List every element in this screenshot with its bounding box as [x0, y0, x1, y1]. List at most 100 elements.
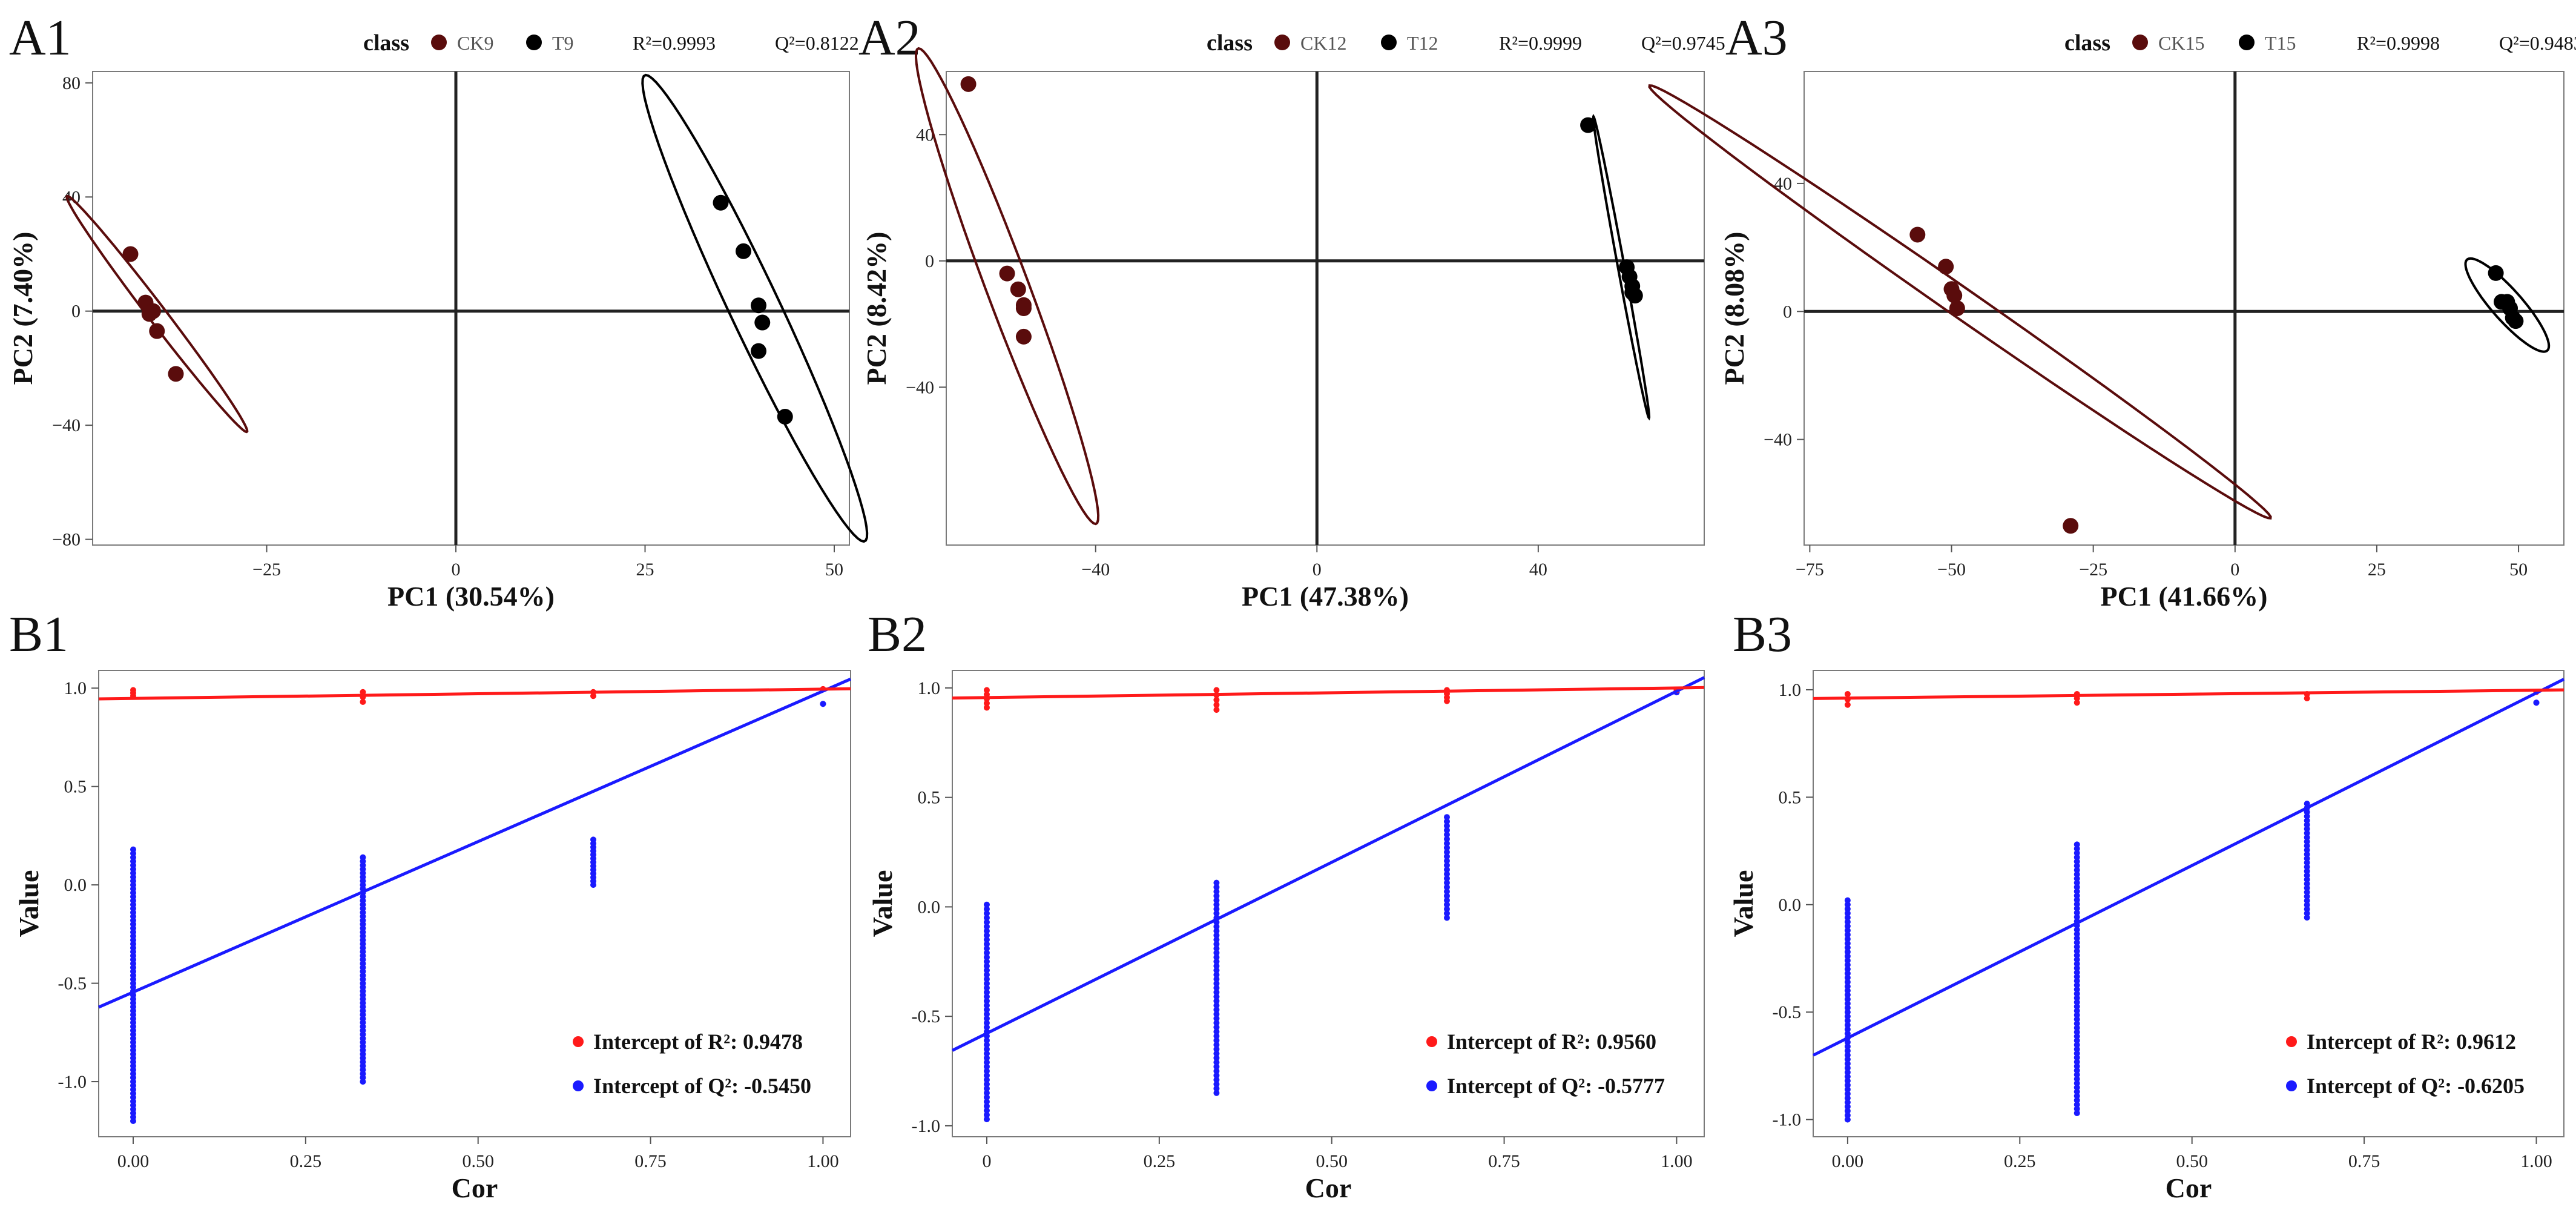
q2-permutation-point: [1844, 1009, 1851, 1016]
q2-permutation-point: [1844, 1060, 1851, 1067]
q2-permutation-point: [130, 846, 136, 853]
q2-permutation-point: [2304, 821, 2310, 828]
q2-permutation-point: [983, 923, 990, 930]
q2-regression-line: [98, 677, 851, 1009]
plot-frame: [1804, 71, 2564, 546]
r2-permutation-point: [983, 691, 990, 698]
y-tick-label: 1.0: [1779, 680, 1802, 700]
q2-permutation-point: [2304, 830, 2310, 836]
q2-permutation-point: [2074, 1063, 2080, 1070]
q2-permutation-point: [2074, 1080, 2080, 1086]
x-tick-label: 50: [825, 560, 843, 580]
q2-permutation-point: [1443, 832, 1450, 838]
q2-permutation-point: [2304, 864, 2310, 870]
q2-permutation-point: [2304, 809, 2310, 815]
q2-permutation-point: [983, 1107, 990, 1114]
q2-permutation-point: [1844, 1112, 1851, 1119]
r2-permutation-point: [360, 698, 366, 705]
x-tick-label: 0.75: [634, 1151, 667, 1171]
q2-permutation-point: [2074, 1059, 2080, 1065]
y-tick-label: 1.0: [64, 678, 87, 698]
q2-permutation-point: [2074, 1046, 2080, 1053]
q2-permutation-point: [2074, 888, 2080, 895]
q2-permutation-point: [983, 997, 990, 1004]
x-tick-label: 1.00: [1661, 1151, 1693, 1171]
q2-permutation-point: [1844, 1069, 1851, 1076]
q2-permutation-point: [2304, 906, 2310, 913]
panel-b1: B1 0.00 0.25 0.50 0.75 1.00 -1.0 -0.5 0.0 0.5 1.0 C…: [9, 606, 851, 1203]
q2-permutation-point: [1844, 948, 1851, 955]
q2-permutation-point: [1213, 1007, 1220, 1013]
q2-permutation-point: [1443, 844, 1450, 851]
q2-permutation-point: [2074, 939, 2080, 946]
q2-permutation-point: [1844, 1108, 1851, 1114]
y-tick-label: -0.5: [912, 1007, 941, 1027]
x-tick-label: −50: [1937, 560, 1966, 580]
q2-permutation-point: [1844, 931, 1851, 938]
q2-permutation-point: [1213, 971, 1220, 978]
y-tick-label: 0.0: [64, 875, 87, 895]
q2-permutation-point: [2074, 901, 2080, 907]
q2-permutation-point: [1213, 1090, 1220, 1096]
y-tick-label: 0.5: [1779, 787, 1802, 807]
plot-frame: [946, 71, 1705, 546]
q2-permutation-point: [1844, 1026, 1851, 1033]
confidence-ellipse-t9: [641, 73, 869, 543]
sample-point-ck15: [1938, 259, 1954, 275]
q2-permutation-point: [2304, 855, 2310, 862]
q2-permutation-point: [983, 989, 990, 996]
sample-point-t9: [751, 343, 766, 359]
legend-marker-ck15: [2132, 35, 2148, 50]
x-tick-label: 0.25: [2004, 1151, 2036, 1171]
x-axis-title: PC1 (30.54%): [387, 581, 555, 612]
q2-permutation-point: [1443, 862, 1450, 868]
legend-r2-intercept: Intercept of R²: 0.9612: [2307, 1030, 2516, 1054]
x-tick-label: 0.75: [1488, 1151, 1520, 1171]
q2-permutation-point: [1844, 944, 1851, 951]
q2-permutation-point: [983, 1037, 990, 1043]
y-axis-title: Value: [1728, 870, 1759, 937]
q2-permutation-point: [983, 1046, 990, 1053]
q2-permutation-point: [1844, 1013, 1851, 1020]
q2-permutation-point: [1443, 849, 1450, 856]
q2-permutation-point: [1844, 914, 1851, 921]
q2-permutation-point: [1213, 1081, 1220, 1088]
q2-permutation-point: [1844, 1022, 1851, 1028]
q2-permutation-point: [1213, 1050, 1220, 1057]
q2-permutation-point: [1844, 910, 1851, 916]
x-tick-label: −25: [252, 560, 281, 580]
q2-regression-line: [1812, 678, 2565, 1057]
x-tick-label: −75: [1796, 560, 1824, 580]
q2-statistic: Q²=0.8122: [775, 32, 859, 54]
q2-permutation-point: [1443, 827, 1450, 833]
r2-permutation-point: [983, 704, 990, 711]
q2-permutation-point: [2304, 817, 2310, 824]
q2-permutation-point: [2304, 876, 2310, 883]
q2-permutation-point: [983, 1081, 990, 1088]
q2-permutation-point: [2074, 910, 2080, 916]
sample-point-ck15: [1946, 287, 1963, 303]
panel-label: B3: [1733, 606, 1792, 663]
q2-permutation-point: [2074, 956, 2080, 963]
q2-permutation-point: [1213, 993, 1220, 1000]
y-tick-label: 0.0: [918, 897, 941, 917]
sample-point-t9: [754, 314, 771, 331]
q2-permutation-point: [1213, 906, 1220, 913]
q2-permutation-point: [1213, 989, 1220, 996]
q2-permutation-point: [1213, 936, 1220, 943]
q2-permutation-point: [2074, 862, 2080, 869]
legend-marker-q2: [573, 1080, 584, 1091]
q2-permutation-point: [2074, 973, 2080, 980]
confidence-ellipse-ck15: [1648, 84, 2272, 520]
q2-permutation-point: [2074, 1105, 2080, 1112]
q2-permutation-point: [1213, 958, 1220, 965]
sample-point-ck9: [168, 366, 184, 382]
panel-b2: B2 0 0.25 0.50 0.75 1.00 -1.0 -0.5 0.0 0.5 1.0 Cor V…: [867, 606, 1705, 1203]
q2-permutation-point: [1844, 957, 1851, 964]
q2-permutation-point: [1844, 996, 1851, 1002]
sample-point-ck12: [1015, 328, 1032, 345]
q2-permutation-point: [1213, 1015, 1220, 1022]
q2-permutation-point: [2074, 1020, 2080, 1027]
